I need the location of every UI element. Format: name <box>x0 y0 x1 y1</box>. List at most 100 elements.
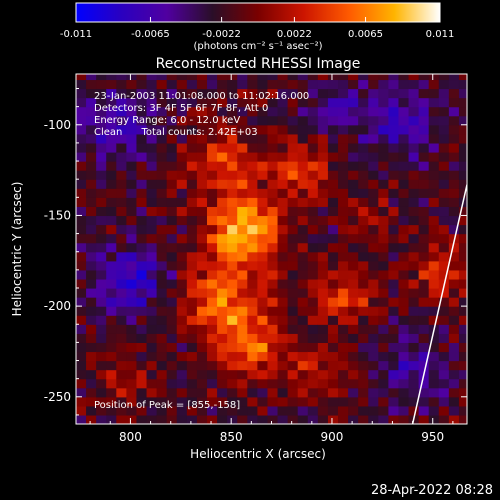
heatmap-cell <box>378 179 389 189</box>
heatmap-cell <box>287 315 299 325</box>
heatmap-cell <box>368 278 379 289</box>
heatmap-cell <box>247 351 258 362</box>
heatmap-cell <box>76 315 87 325</box>
heatmap-cell <box>136 324 148 334</box>
heatmap-cell <box>176 387 188 398</box>
heatmap-cell <box>398 151 410 162</box>
heatmap-cell <box>136 170 148 180</box>
heatmap-cell <box>146 115 158 126</box>
heatmap-cell <box>458 188 467 198</box>
heatmap-cell <box>378 170 389 180</box>
heatmap-cell <box>398 378 410 389</box>
heatmap-cell <box>257 306 269 316</box>
heatmap-cell <box>448 115 460 126</box>
heatmap-cell <box>186 251 198 262</box>
heatmap-cell <box>116 378 127 389</box>
heatmap-cell <box>196 278 208 289</box>
heatmap-cell <box>358 233 369 244</box>
heatmap-cell <box>458 405 467 416</box>
heatmap-cell <box>458 278 467 289</box>
heatmap-cell <box>96 333 107 343</box>
heatmap-cell <box>277 161 289 171</box>
heatmap-cell <box>106 251 117 262</box>
heatmap-cell <box>388 133 400 144</box>
heatmap-cell <box>96 405 107 416</box>
heatmap-cell <box>408 315 420 325</box>
heatmap-cell <box>287 414 299 424</box>
heatmap-cell <box>378 106 389 117</box>
heatmap-cell <box>307 151 319 162</box>
heatmap-cell <box>116 260 127 271</box>
heatmap-cell <box>458 251 467 262</box>
heatmap-cell <box>227 396 238 407</box>
heatmap-cell <box>378 206 389 217</box>
heatmap-cell <box>76 396 87 407</box>
heatmap-cell <box>398 306 410 316</box>
heatmap-cell <box>217 297 228 307</box>
heatmap-cell <box>136 414 148 424</box>
heatmap-cell <box>166 97 178 108</box>
heatmap-cell <box>247 324 258 334</box>
heatmap-cell <box>227 351 238 362</box>
heatmap-cell <box>267 287 279 298</box>
heatmap-cell <box>207 287 218 298</box>
heatmap-cell <box>458 206 467 217</box>
heatmap-cell <box>247 133 258 144</box>
heatmap-cell <box>126 369 138 380</box>
heatmap-cell <box>388 88 400 99</box>
heatmap-cell <box>307 405 319 416</box>
heatmap-cell <box>388 315 400 325</box>
heatmap-cell <box>237 351 248 362</box>
heatmap-cell <box>438 315 450 325</box>
heatmap-cell <box>166 324 178 334</box>
heatmap-cell <box>86 74 97 81</box>
heatmap-cell <box>126 306 138 316</box>
heatmap-cell <box>368 161 379 171</box>
heatmap-cell <box>378 387 389 398</box>
heatmap-cell <box>438 387 450 398</box>
heatmap-cell <box>136 251 148 262</box>
heatmap-cell <box>217 387 228 398</box>
heatmap-cell <box>196 351 208 362</box>
heatmap-cell <box>418 188 430 198</box>
heatmap-cell <box>207 306 218 316</box>
heatmap-cell <box>86 97 97 108</box>
heatmap-cell <box>317 115 329 126</box>
heatmap-cell <box>237 179 248 189</box>
heatmap-cell <box>156 197 168 207</box>
heatmap-cell <box>438 215 450 226</box>
heatmap-cell <box>227 260 238 271</box>
heatmap-cell <box>458 179 467 189</box>
heatmap-cell <box>317 242 329 253</box>
heatmap-cell <box>438 106 450 117</box>
heatmap-cell <box>136 188 148 198</box>
heatmap-cell <box>237 97 248 108</box>
heatmap-cell <box>247 342 258 353</box>
heatmap-cell <box>176 133 188 144</box>
heatmap-cell <box>428 206 440 217</box>
heatmap-cell <box>116 360 127 371</box>
heatmap-cell <box>327 161 339 171</box>
heatmap-cell <box>257 242 269 253</box>
heatmap-cell <box>76 88 87 99</box>
colorbar <box>75 2 441 23</box>
heatmap-cell <box>398 333 410 343</box>
heatmap-cell <box>317 188 329 198</box>
heatmap-cell <box>257 324 269 334</box>
heatmap-cell <box>86 324 97 334</box>
heatmap-cell <box>297 215 309 226</box>
heatmap-cell <box>358 179 369 189</box>
heatmap-cell <box>176 260 188 271</box>
heatmap-cell <box>438 414 450 424</box>
heatmap-cell <box>176 278 188 289</box>
heatmap-cell <box>428 88 440 99</box>
heatmap-cell <box>428 124 440 135</box>
heatmap-cell <box>207 142 218 153</box>
heatmap-cell <box>237 360 248 371</box>
heatmap-cell <box>307 260 319 271</box>
heatmap-cell <box>76 197 87 207</box>
heatmap-cell <box>126 97 138 108</box>
heatmap-cell <box>378 224 389 235</box>
y-tick-label: -100 <box>44 118 71 132</box>
heatmap-cell <box>166 333 178 343</box>
